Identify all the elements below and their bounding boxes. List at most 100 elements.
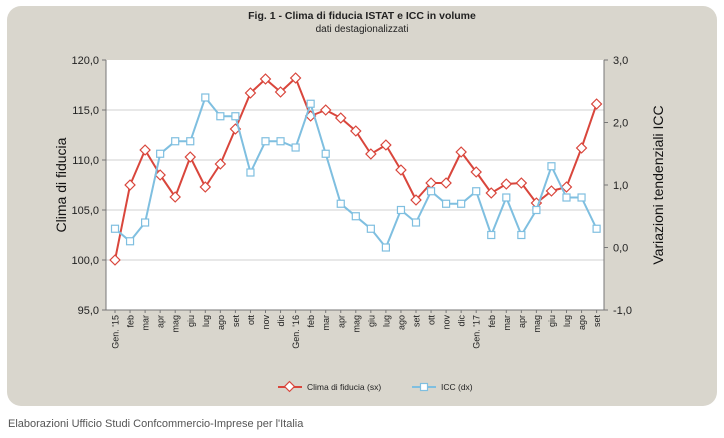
icc-point: [487, 230, 496, 240]
x-tick-label: feb: [306, 315, 316, 328]
icc-point: [216, 112, 225, 121]
clima-point: [365, 148, 377, 160]
y-left-tick-label: 120,0: [71, 55, 99, 67]
x-tick-label: set: [412, 315, 422, 328]
clima-point: [500, 178, 513, 190]
chart-subtitle: dati destagionalizzati: [315, 24, 409, 35]
clima-point: [244, 87, 257, 99]
icc-point: [381, 243, 390, 252]
x-tick-label: ago: [396, 315, 406, 330]
icc-point: [246, 168, 255, 177]
icc-point: [321, 149, 330, 158]
y-left-tick-label: 95,0: [78, 305, 99, 317]
x-tick-label: mar: [502, 315, 512, 331]
y-right-tick-label: 1,0: [613, 180, 628, 192]
clima-point: [575, 142, 588, 154]
icc-point: [442, 199, 451, 208]
clima-point: [124, 179, 136, 191]
icc-point: [472, 187, 481, 196]
icc-point: [306, 99, 315, 108]
clima-point: [425, 177, 437, 189]
x-tick-label: ago: [216, 315, 226, 330]
icc-point: [171, 137, 180, 146]
icc-point: [110, 224, 120, 233]
legend-label-clima: Clima di fiducia (sx): [307, 382, 381, 392]
x-tick-label: lug: [381, 315, 391, 327]
clima-point: [184, 151, 197, 163]
icc-point: [186, 137, 195, 146]
y-right-tick-label: 2,0: [613, 118, 628, 130]
clima-point: [560, 181, 573, 193]
clima-point: [139, 144, 151, 156]
y-left-tick-label: 110,0: [72, 155, 99, 167]
clima-point: [590, 98, 603, 110]
clima-point: [199, 181, 212, 193]
icc-point: [141, 218, 150, 227]
x-tick-label: giu: [547, 315, 557, 327]
icc-point: [502, 193, 511, 202]
y-left-tick-label: 100,0: [71, 255, 99, 267]
x-tick-label: giu: [186, 315, 196, 327]
x-tick-label: mag: [351, 315, 361, 333]
clima-point: [319, 104, 332, 116]
icc-point: [517, 230, 526, 240]
x-tick-label: mag: [532, 315, 542, 333]
clima-point: [214, 158, 227, 170]
x-tick-label: ago: [577, 315, 587, 330]
x-tick-label: set: [592, 315, 602, 328]
clima-point: [545, 185, 558, 197]
y-axis-left-label: Clima di fiducia: [53, 137, 69, 232]
clima-point: [485, 187, 498, 199]
icc-point: [201, 93, 210, 102]
x-tick-label: Gen. '17: [472, 315, 482, 349]
clima-point: [455, 146, 467, 158]
clima-point: [470, 166, 482, 178]
icc-point: [592, 224, 601, 233]
x-tick-label: dic: [457, 315, 467, 327]
y-left-tick-label: 105,0: [71, 205, 99, 217]
icc-point: [291, 143, 300, 152]
clima-point: [259, 73, 272, 85]
icc-point: [457, 199, 466, 208]
icc-point: [125, 237, 135, 246]
y-right-tick-label: -1,0: [613, 305, 632, 317]
clima-point: [515, 177, 528, 189]
legend-marker-clima: [283, 380, 296, 393]
y-left-tick-label: 115,0: [72, 105, 99, 117]
clima-point: [289, 72, 302, 84]
x-tick-label: nov: [442, 315, 452, 330]
icc-point: [366, 224, 375, 233]
clima-point: [334, 112, 347, 124]
clima-point: [154, 169, 166, 181]
icc-point: [426, 187, 436, 196]
x-tick-label: dic: [276, 315, 286, 327]
x-tick-label: nov: [261, 315, 271, 330]
x-tick-label: ott: [246, 315, 256, 326]
icc-point: [532, 205, 541, 215]
x-tick-label: Gen. '15: [111, 315, 121, 349]
y-right-tick-label: 0,0: [613, 243, 628, 255]
icc-point: [411, 218, 421, 227]
x-tick-label: ott: [427, 315, 437, 326]
clima-point: [395, 164, 407, 176]
icc-point: [562, 193, 571, 202]
legend: Clima di fiducia (sx) ICC (dx): [278, 380, 473, 393]
legend-label-icc: ICC (dx): [441, 382, 473, 392]
x-tick-label: mar: [141, 315, 151, 331]
legend-marker-icc: [419, 382, 429, 392]
icc-point: [276, 137, 285, 146]
clima-point: [410, 194, 422, 206]
x-tick-label: set: [231, 315, 241, 328]
x-tick-label: Gen. '16: [291, 315, 301, 349]
icc-point: [156, 149, 165, 158]
icc-point: [547, 162, 556, 171]
clima-point: [274, 86, 287, 98]
y-axis-right-label: Variazioni tendenziali ICC: [650, 105, 666, 264]
clima-point: [169, 191, 181, 203]
x-tick-label: mar: [321, 315, 331, 331]
x-tick-label: feb: [487, 315, 497, 328]
x-tick-label: feb: [126, 315, 136, 328]
icc-point: [577, 193, 586, 202]
icc-point: [261, 137, 270, 146]
